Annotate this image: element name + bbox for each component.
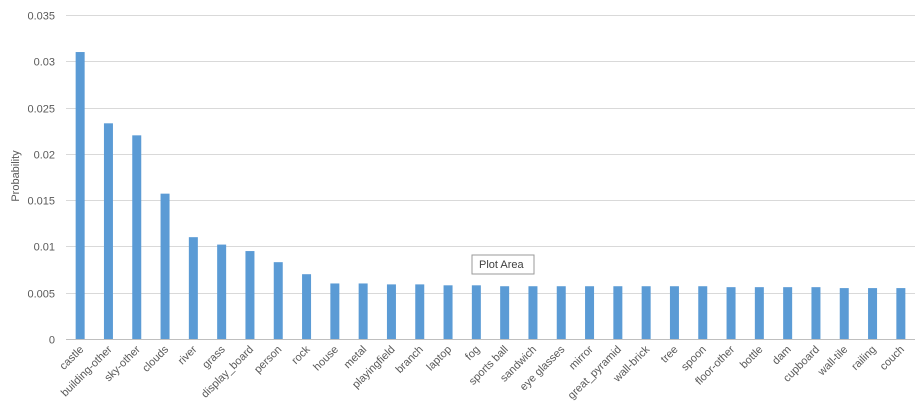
bar-person[interactable] — [273, 262, 283, 339]
bar-couch[interactable] — [896, 288, 906, 339]
bar-spoon[interactable] — [698, 286, 708, 339]
y-tick-label: 0.01 — [34, 242, 55, 254]
x-tick-label: clouds — [140, 343, 171, 374]
bar-great-pyramid[interactable] — [613, 286, 623, 339]
bar-metal[interactable] — [358, 283, 368, 339]
x-tick-label: wall-tile — [815, 344, 850, 379]
x-tick-label: river — [176, 343, 200, 367]
y-axis-title: Probability — [10, 150, 22, 202]
bar-fog[interactable] — [471, 285, 481, 339]
y-axis-tick-labels: 0 0.005 0.01 0.015 0.02 0.025 0.03 0.035 — [27, 11, 55, 347]
x-tick-label: branch — [394, 344, 426, 376]
bar-mirror[interactable] — [585, 286, 595, 339]
y-tick-label: 0.03 — [34, 57, 55, 69]
bar-floor-other[interactable] — [726, 287, 736, 339]
y-tick-label: 0.015 — [27, 196, 55, 208]
bar-bottle[interactable] — [754, 287, 764, 339]
x-tick-label: rock — [289, 343, 313, 367]
x-tick-label: railing — [849, 344, 878, 373]
bar-rock[interactable] — [302, 274, 312, 339]
x-tick-label: tree — [659, 344, 681, 366]
bar-wall-brick[interactable] — [641, 286, 651, 339]
bar-castle[interactable] — [75, 52, 85, 339]
bar-eye-glasses[interactable] — [556, 286, 566, 339]
bar-wall-tile[interactable] — [839, 288, 849, 339]
bar-river[interactable] — [188, 237, 198, 339]
y-tick-label: 0 — [49, 335, 55, 347]
bar-branch[interactable] — [415, 284, 425, 339]
tooltip-box — [471, 254, 535, 275]
y-tick-label: 0.02 — [34, 150, 55, 162]
bar-sports-ball[interactable] — [500, 286, 510, 339]
plot-area-tooltip: Plot Area — [471, 254, 535, 275]
y-tick-label: 0.005 — [27, 289, 55, 301]
bar-house[interactable] — [330, 283, 340, 339]
gridlines — [66, 15, 915, 340]
bar-sky-other[interactable] — [132, 135, 142, 339]
bar-building-other[interactable] — [103, 123, 113, 339]
bars — [75, 52, 906, 339]
bar-sandwich[interactable] — [528, 286, 538, 339]
x-tick-label: laptop — [424, 344, 454, 374]
bar-playingfield[interactable] — [386, 284, 396, 339]
x-tick-label: couch — [878, 344, 907, 373]
x-tick-label: dam — [770, 344, 794, 368]
x-tick-label: bottle — [738, 344, 766, 372]
bar-laptop[interactable] — [443, 285, 453, 339]
x-tick-label: house — [311, 344, 341, 374]
bar-railing[interactable] — [868, 288, 878, 339]
bar-cupboard[interactable] — [811, 287, 821, 339]
y-tick-label: 0.025 — [27, 104, 55, 116]
bar-tree[interactable] — [669, 286, 679, 339]
x-tick-label: person — [252, 344, 284, 376]
bar-grass[interactable] — [217, 244, 227, 339]
bar-clouds[interactable] — [160, 193, 170, 339]
x-tick-label: fog — [463, 344, 482, 363]
y-tick-label: 0.035 — [27, 11, 55, 23]
bar-display-board[interactable] — [245, 251, 255, 339]
bar-dam[interactable] — [783, 287, 793, 339]
tooltip-text: Plot Area — [479, 259, 525, 271]
